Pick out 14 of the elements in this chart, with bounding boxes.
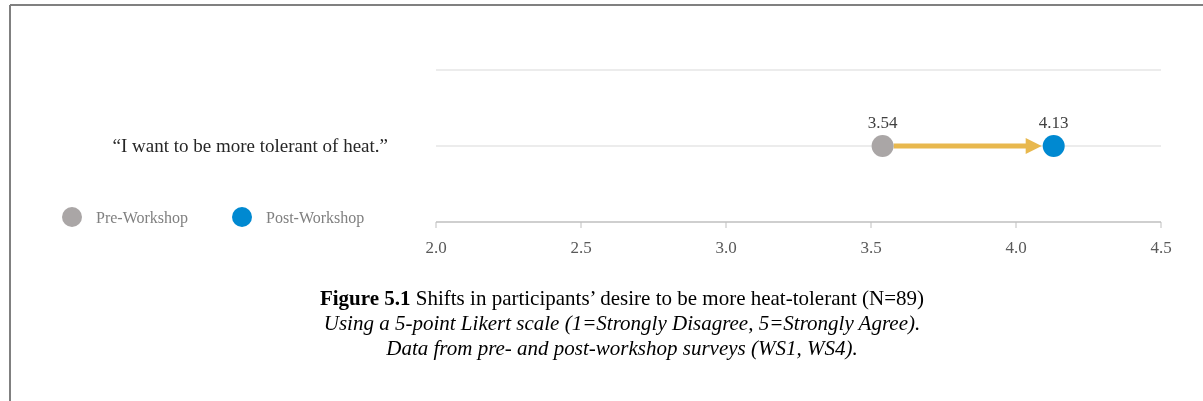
data-label: 4.13	[1038, 113, 1069, 132]
text: Figure 5.1 Shifts in participants’ desire to be more heat-tolerant (N=89)	[319, 286, 925, 310]
x-tick-label: 2.0	[425, 238, 447, 257]
text: Using a 5-point Likert scale (1=Strongly Disagree, 5=Strongly Agree).	[323, 311, 921, 335]
legend-label: Post-Workshop	[266, 209, 365, 227]
legend-label: Pre-Workshop	[96, 209, 189, 227]
x-tick-label: 4.0	[1005, 238, 1027, 257]
y-tick-label: “I want to be more tolerant of heat.”	[112, 135, 388, 156]
x-tick-label: 2.5	[570, 238, 592, 257]
x-tick-label: 3.5	[860, 238, 882, 257]
data-label: 3.54	[867, 113, 898, 132]
text: Data from pre- and post-workshop surveys (WS1, WS4).	[385, 336, 858, 360]
x-tick-label: 4.5	[1150, 238, 1172, 257]
x-tick-label: 3.0	[715, 238, 737, 257]
